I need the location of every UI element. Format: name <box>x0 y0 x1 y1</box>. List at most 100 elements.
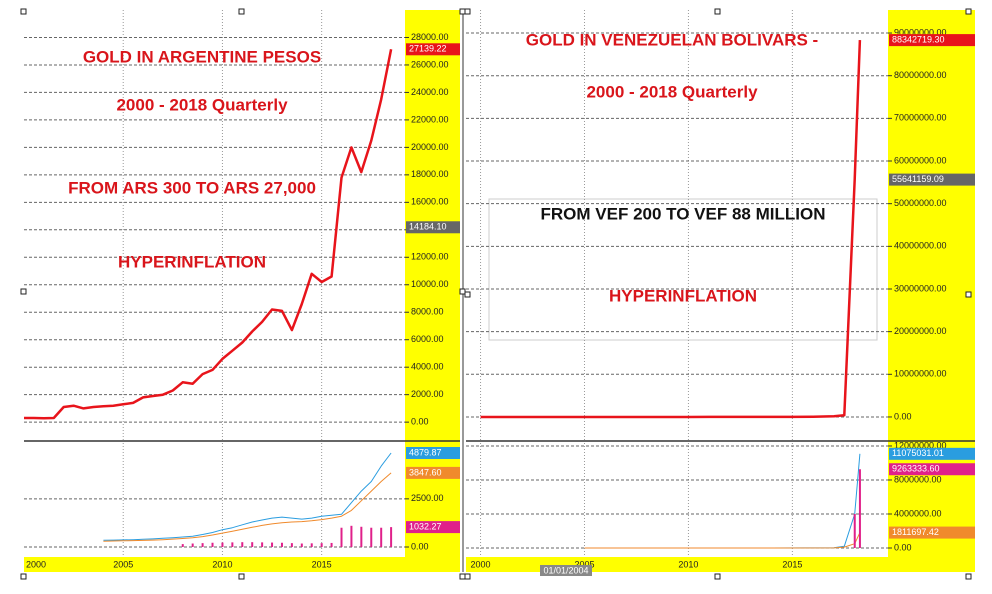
annotation: HYPERINFLATION <box>118 252 266 271</box>
y-tick-label: 22000.00 <box>411 114 449 124</box>
bar <box>271 542 274 547</box>
price-label-box <box>406 447 460 460</box>
bar <box>390 527 393 547</box>
selection-handles <box>20 8 972 580</box>
x-tick-label: 2005 <box>113 559 133 569</box>
y-tick-label: 20000000.00 <box>894 326 947 336</box>
y-tick-label: 4000000.00 <box>894 508 942 518</box>
bar <box>231 542 234 547</box>
bar <box>221 542 224 547</box>
x-tick-label: 2015 <box>312 559 332 569</box>
y-tick-label: 12000.00 <box>411 252 449 262</box>
x-tick-label: 2010 <box>678 559 698 569</box>
bar <box>211 542 214 547</box>
cursor-label: 01/01/2004 <box>543 565 588 575</box>
x-tick-label: 2005 <box>574 559 594 569</box>
bar <box>280 542 283 547</box>
x-tick-label: 2010 <box>212 559 232 569</box>
y-tick-label: 70000000.00 <box>894 113 947 123</box>
series-line <box>584 453 861 549</box>
x-tick-label: 2000 <box>26 559 46 569</box>
y-tick-label: 90000000.00 <box>894 27 947 37</box>
price-label: 55641159.09 <box>892 174 944 184</box>
bar <box>330 542 333 547</box>
y-tick-label: 2000.00 <box>411 389 444 399</box>
price-label: 11075031.01 <box>892 448 944 458</box>
x-tick-label: 2015 <box>782 559 802 569</box>
bar <box>340 527 343 547</box>
price-label: 14184.10 <box>409 222 447 232</box>
annotation: HYPERINFLATION <box>609 286 757 305</box>
price-label: 27139.22 <box>409 44 447 54</box>
price-label-box <box>889 34 975 47</box>
bar <box>310 543 313 547</box>
y-tick-label: 18000.00 <box>411 169 449 179</box>
price-label: 1811697.42 <box>892 527 939 537</box>
y-tick-label: 28000.00 <box>411 32 449 42</box>
series-line <box>103 472 392 542</box>
price-label: 88342719.30 <box>892 34 945 44</box>
price-label: 1032.27 <box>409 521 442 531</box>
y-tick-label: 0.00 <box>411 541 429 551</box>
chart-title: GOLD IN VENEZUELAN BOLIVARS - <box>526 30 818 49</box>
y-tick-label: 20000.00 <box>411 142 449 152</box>
series-line <box>584 532 861 549</box>
bar <box>191 543 194 547</box>
y-tick-label: 6000.00 <box>411 334 444 344</box>
plots: 0.00 2000.00 4000.00 6000.00 8000.00 10000.00… <box>24 10 975 569</box>
series-line <box>480 40 862 419</box>
y-tick-label: 50000000.00 <box>894 198 947 208</box>
price-label: 3847.60 <box>409 467 442 477</box>
bar <box>251 542 254 547</box>
axis-strip <box>466 557 975 572</box>
price-label-box <box>889 526 975 539</box>
y-tick-label: 4000.00 <box>411 362 444 372</box>
y-tick-label: 0.00 <box>411 417 429 427</box>
price-label-box <box>889 447 975 460</box>
bar <box>350 525 353 547</box>
y-tick-label: 12000000.00 <box>894 440 947 450</box>
price-label: 9263333.60 <box>892 464 940 474</box>
price-label-box <box>406 221 460 234</box>
bar <box>261 542 264 547</box>
y-tick-label: 24000.00 <box>411 87 449 97</box>
y-tick-label: 8000.00 <box>411 307 444 317</box>
bar <box>300 543 303 547</box>
axis-strip <box>405 10 460 557</box>
bar <box>201 543 204 547</box>
y-tick-label: 60000000.00 <box>894 155 947 165</box>
y-tick-label: 16000.00 <box>411 197 449 207</box>
y-tick-label: 10000.00 <box>411 279 449 289</box>
series-line <box>103 452 392 541</box>
bar <box>181 544 184 547</box>
bar <box>290 543 293 547</box>
chart-subtitle: 2000 - 2018 Quarterly <box>586 82 758 101</box>
y-tick-label: 2500.00 <box>411 493 444 503</box>
bar <box>360 526 363 547</box>
bar <box>320 543 323 547</box>
cursor-box <box>540 565 592 576</box>
annotation-box <box>488 198 878 341</box>
y-tick-label: 80000000.00 <box>894 70 947 80</box>
chart-title: GOLD IN ARGENTINE PESOS <box>83 47 321 66</box>
annotation: FROM ARS 300 TO ARS 27,000 <box>68 178 316 197</box>
chart-subtitle: 2000 - 2018 Quarterly <box>116 95 288 114</box>
price-label-box <box>406 43 460 56</box>
axis-strip <box>24 557 460 572</box>
price-label-box <box>406 466 460 479</box>
bar <box>370 527 373 547</box>
y-tick-label: 0.00 <box>894 411 912 421</box>
y-tick-label: 40000000.00 <box>894 241 947 251</box>
bar <box>858 469 861 548</box>
price-label-box <box>889 173 975 186</box>
price-label-box <box>406 521 460 534</box>
y-tick-label: 8000000.00 <box>894 474 942 484</box>
price-label: 4879.87 <box>409 447 442 457</box>
annotation: FROM VEF 200 TO VEF 88 MILLION <box>541 204 826 223</box>
y-tick-label: 0.00 <box>894 542 912 552</box>
bar <box>241 542 244 547</box>
y-tick-label: 26000.00 <box>411 59 449 69</box>
price-label-box <box>889 463 975 476</box>
